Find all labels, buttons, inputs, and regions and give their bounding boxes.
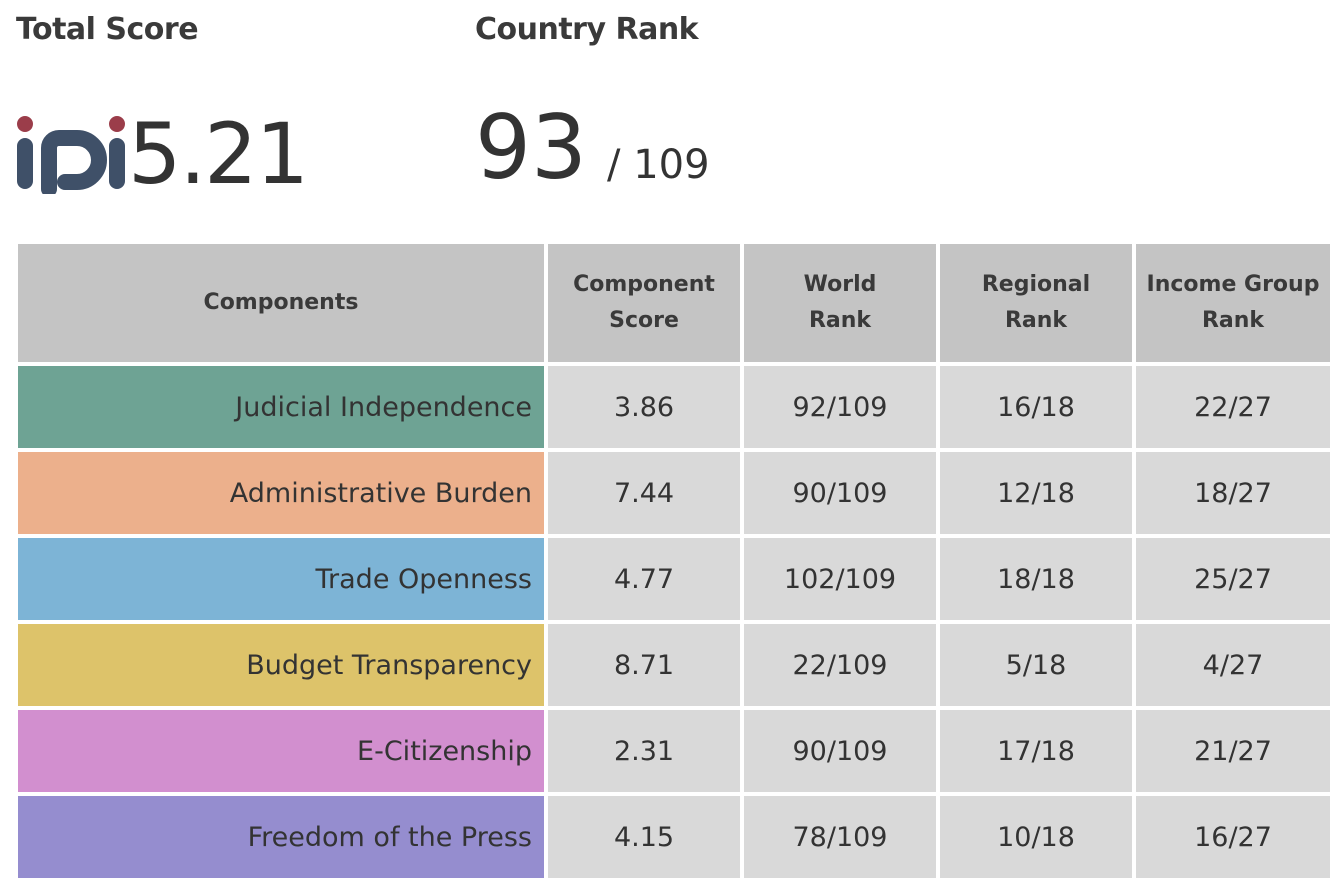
world-rank: 90/109 — [744, 452, 936, 534]
country-rank-value: 93 — [475, 96, 587, 199]
ipi-logo — [17, 116, 125, 194]
income-group-rank: 16/27 — [1136, 796, 1330, 878]
header-income-line1: Income Group — [1146, 272, 1320, 297]
regional-rank: 5/18 — [940, 624, 1132, 706]
header-regional-line2: Rank — [1004, 308, 1068, 333]
header-components-label: Components — [203, 290, 359, 315]
component-score: 3.86 — [548, 366, 740, 448]
income-group-rank: 22/27 — [1136, 366, 1330, 448]
header-regional-rank: Regional Rank — [940, 244, 1132, 362]
regional-rank: 12/18 — [940, 452, 1132, 534]
component-label: Administrative Burden — [18, 452, 544, 534]
income-group-rank: 21/27 — [1136, 710, 1330, 792]
income-group-rank: 4/27 — [1136, 624, 1330, 706]
header-component-score: Component Score — [548, 244, 740, 362]
header-score-line1: Component — [573, 272, 715, 297]
regional-rank: 16/18 — [940, 366, 1132, 448]
logo-stem-1 — [17, 138, 33, 189]
header-world-line1: World — [803, 272, 877, 297]
logo-dot-1 — [17, 116, 33, 132]
country-rank-total: / 109 — [607, 142, 710, 188]
world-rank: 90/109 — [744, 710, 936, 792]
country-rank-heading: Country Rank — [475, 12, 699, 47]
component-label: E-Citizenship — [18, 710, 544, 792]
table-row: Freedom of the Press 4.15 78/109 10/18 1… — [18, 796, 1330, 878]
component-score: 8.71 — [548, 624, 740, 706]
component-label: Judicial Independence — [18, 366, 544, 448]
total-score-heading: Total Score — [16, 12, 199, 47]
income-group-rank: 18/27 — [1136, 452, 1330, 534]
component-label: Budget Transparency — [18, 624, 544, 706]
logo-letter-p — [41, 130, 107, 194]
table-row: Administrative Burden 7.44 90/109 12/18 … — [18, 452, 1330, 534]
components-table: Components Component Score World Rank Regi… — [14, 240, 1334, 882]
table-row: E-Citizenship 2.31 90/109 17/18 21/27 — [18, 710, 1330, 792]
header-components: Components — [18, 244, 544, 362]
logo-dot-2 — [109, 116, 125, 132]
table-header-row: Components Component Score World Rank Regi… — [18, 244, 1330, 362]
total-score-value: 5.21 — [128, 105, 309, 203]
component-score: 2.31 — [548, 710, 740, 792]
header-world-rank: World Rank — [744, 244, 936, 362]
header-regional-line1: Regional — [981, 272, 1091, 297]
regional-rank: 17/18 — [940, 710, 1132, 792]
component-score: 4.77 — [548, 538, 740, 620]
table-row: Budget Transparency 8.71 22/109 5/18 4/2… — [18, 624, 1330, 706]
component-score: 7.44 — [548, 452, 740, 534]
regional-rank: 18/18 — [940, 538, 1132, 620]
component-label: Freedom of the Press — [18, 796, 544, 878]
table-row: Trade Openness 4.77 102/109 18/18 25/27 — [18, 538, 1330, 620]
component-score: 4.15 — [548, 796, 740, 878]
header-score-line2: Score — [609, 308, 679, 333]
header-income-group-rank: Income Group Rank — [1136, 244, 1330, 362]
world-rank: 102/109 — [744, 538, 936, 620]
world-rank: 78/109 — [744, 796, 936, 878]
world-rank: 92/109 — [744, 366, 936, 448]
income-group-rank: 25/27 — [1136, 538, 1330, 620]
logo-stem-2 — [109, 138, 125, 189]
world-rank: 22/109 — [744, 624, 936, 706]
component-label: Trade Openness — [18, 538, 544, 620]
header-world-line2: Rank — [808, 308, 872, 333]
regional-rank: 10/18 — [940, 796, 1132, 878]
header-income-line2: Rank — [1201, 308, 1265, 333]
table-row: Judicial Independence 3.86 92/109 16/18 … — [18, 366, 1330, 448]
